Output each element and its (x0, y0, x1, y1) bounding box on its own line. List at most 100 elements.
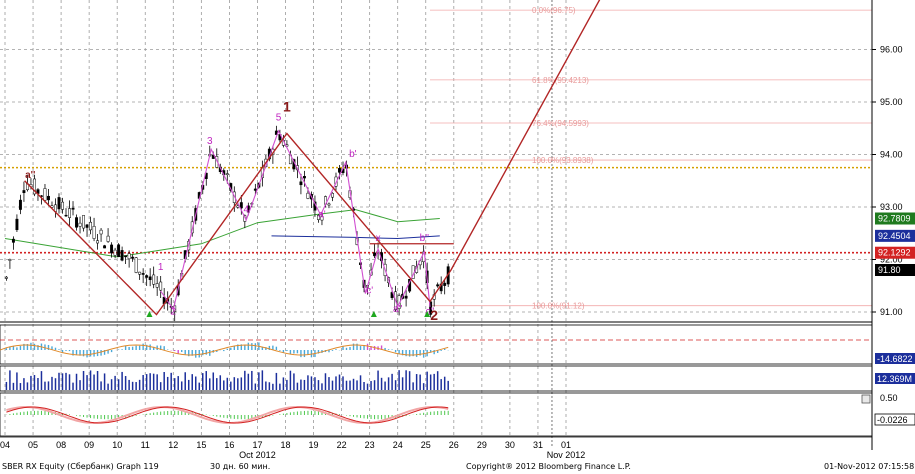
x-tick-label: 10 (112, 440, 122, 450)
candle-body (152, 274, 156, 285)
candle-body (443, 282, 447, 286)
status-footer: SBER RX Equity (Сбербанк) Graph 119 30 д… (0, 461, 915, 474)
wave-label: a'' (25, 170, 35, 181)
wave-label: b'' (420, 233, 429, 244)
wave-label: a'' (393, 304, 402, 315)
wave-label: 4 (243, 204, 249, 215)
wave-label: 2 (171, 307, 177, 318)
candle-body (155, 283, 159, 288)
fibonacci-label: 0.0%(96.75) (532, 6, 576, 15)
price-tick-label: 95.00 (880, 97, 903, 107)
candle-body (320, 216, 324, 221)
x-tick-label: 29 (477, 440, 487, 450)
candle-body (331, 192, 334, 198)
x-tick-label: 31 (533, 440, 543, 450)
copyright-text: Copyright® 2012 Bloomberg Finance L.P. (466, 462, 631, 471)
wave-label: c'' (426, 307, 435, 318)
candle-body (159, 281, 163, 291)
buy-signal-icon (146, 311, 153, 317)
x-tick-label: 08 (56, 440, 66, 450)
candle-body (85, 224, 89, 228)
candle-body (117, 244, 121, 257)
candle-body (22, 190, 26, 194)
price-badge (875, 212, 915, 225)
security-name: SBER RX Equity (Сбербанк) Graph 119 (2, 462, 159, 471)
candle-body (138, 271, 142, 275)
wave-label: a' (318, 210, 326, 221)
x-tick-label: 01 (561, 440, 571, 450)
candle-body (120, 250, 124, 261)
moving-average-green (4, 209, 440, 258)
x-tick-label: 17 (252, 440, 262, 450)
x-tick-label: 24 (393, 440, 403, 450)
candle-body (148, 276, 152, 281)
oscillator-signal (6, 405, 449, 425)
price-tick-label: 96.00 (880, 45, 903, 55)
x-tick-label: 05 (28, 440, 38, 450)
oscillator-badge (874, 413, 915, 426)
oscillator-tick-label: 0.50 (880, 393, 898, 403)
candle-body (99, 229, 103, 235)
wave-label: x (376, 233, 381, 244)
x-tick-label: 22 (337, 440, 347, 450)
panel-settings-icon (861, 394, 871, 404)
candle-body (141, 273, 145, 275)
month-label: Oct 2012 (239, 450, 276, 460)
fibonacci-label: 100.0%(91.12) (532, 302, 585, 311)
candle-body (103, 245, 107, 249)
x-tick-label: 26 (449, 440, 459, 450)
x-tick-label: 25 (421, 440, 431, 450)
x-tick-label: 18 (280, 440, 290, 450)
candle-body (8, 259, 12, 261)
candle-body (124, 255, 128, 258)
candle-body (75, 217, 78, 228)
candle-body (64, 214, 68, 217)
candle-body (15, 218, 19, 231)
wave-label: c' (366, 286, 373, 297)
candle-body (302, 176, 306, 179)
subpanel-frame (0, 392, 873, 437)
wave-label: 3 (207, 136, 213, 147)
wave-path-red (24, 0, 601, 316)
candle-body (134, 257, 138, 273)
x-tick-label: 19 (309, 440, 319, 450)
fibonacci-label: 76.4%(94.5993) (532, 119, 589, 128)
candle-body (18, 199, 22, 210)
candle-body (373, 252, 377, 257)
macd-signal-line (0, 344, 449, 356)
candle-body (299, 181, 303, 186)
macd-badge-label: -14.6822 (877, 354, 913, 364)
buy-signal-icon (424, 311, 431, 317)
price-badge (875, 229, 915, 242)
fibonacci-label: 100.0%(93.8938) (532, 156, 594, 165)
candle-body (113, 249, 117, 256)
price-tick-label: 93.00 (880, 202, 903, 212)
candle-body (239, 202, 243, 209)
candle-body (404, 295, 408, 299)
subpanel-frame (0, 324, 873, 365)
candle-body (92, 226, 96, 239)
x-tick-label: 04 (0, 440, 10, 450)
timestamp: 01-Nov-2012 07:15:58 (824, 462, 915, 471)
x-tick-label: 30 (505, 440, 515, 450)
candle-body (33, 178, 36, 195)
wave-label: 1 (283, 98, 291, 114)
candle-body (4, 276, 8, 279)
candle-body (306, 192, 310, 199)
oscillator-badge-label: -0.0226 (877, 415, 908, 425)
candle-body (96, 240, 100, 244)
wave-label: 2 (430, 307, 438, 323)
buy-signal-icon (370, 311, 377, 317)
candle-body (68, 208, 71, 218)
fibonacci-label: 61.8%(95.4213) (532, 76, 589, 85)
x-tick-label: 23 (365, 440, 375, 450)
candle-body (71, 207, 75, 210)
price-badge-label: 92.4504 (878, 231, 911, 241)
candle-body (61, 201, 64, 210)
price-badge-label: 91.80 (878, 265, 901, 275)
candle-body (57, 197, 61, 210)
x-tick-label: 12 (168, 440, 178, 450)
volume-badge (875, 373, 915, 384)
candle-body (225, 173, 229, 175)
candle-body (110, 244, 114, 254)
